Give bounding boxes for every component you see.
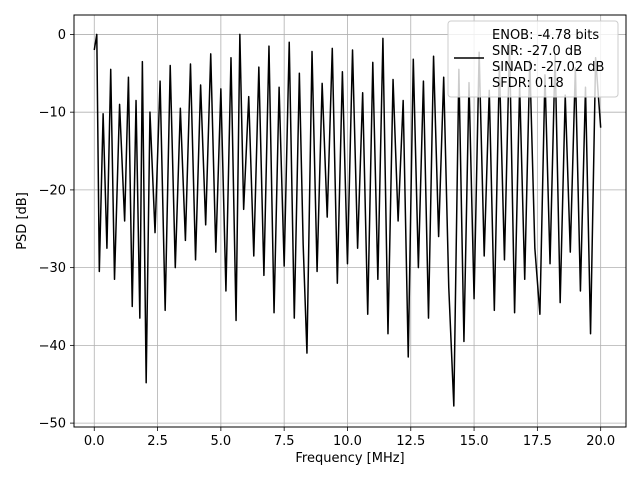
x-tick-label: 15.0 <box>460 434 489 449</box>
y-tick-label: −10 <box>39 106 66 121</box>
legend-line-snr: SNR: -27.0 dB <box>492 44 582 59</box>
y-tick-label: −50 <box>39 417 66 432</box>
y-tick-label: −40 <box>39 339 66 354</box>
y-tick-label: 0 <box>58 28 66 43</box>
legend-line-sfdr: SFDR: 0.18 <box>492 76 564 91</box>
x-axis-label: Frequency [MHz] <box>295 451 404 466</box>
x-tick-label: 17.5 <box>523 434 552 449</box>
legend-line-sinad: SINAD: -27.02 dB <box>492 60 604 75</box>
x-tick-label: 12.5 <box>396 434 425 449</box>
x-tick-label: 10.0 <box>333 434 362 449</box>
x-tick-label: 7.5 <box>274 434 295 449</box>
y-tick-label: −30 <box>39 261 66 276</box>
legend: ENOB: -4.78 bits SNR: -27.0 dB SINAD: -2… <box>447 20 619 98</box>
plot-frame <box>73 14 627 428</box>
y-axis: 0 −10 −20 −30 −40 −50 <box>39 28 74 432</box>
x-tick-label: 2.5 <box>147 434 168 449</box>
x-tick-label: 20.0 <box>586 434 615 449</box>
x-tick-label: 5.0 <box>211 434 232 449</box>
x-axis: 0.0 2.5 5.0 7.5 10.0 12.5 15.0 17.5 20.0 <box>84 427 615 449</box>
y-tick-label: −20 <box>39 183 66 198</box>
legend-line-enob: ENOB: -4.78 bits <box>492 28 599 43</box>
series-group <box>93 33 602 407</box>
psd-series-line <box>93 33 602 407</box>
x-tick-label: 0.0 <box>84 434 105 449</box>
legend-box <box>447 20 619 98</box>
y-axis-label: PSD [dB] <box>15 192 30 250</box>
